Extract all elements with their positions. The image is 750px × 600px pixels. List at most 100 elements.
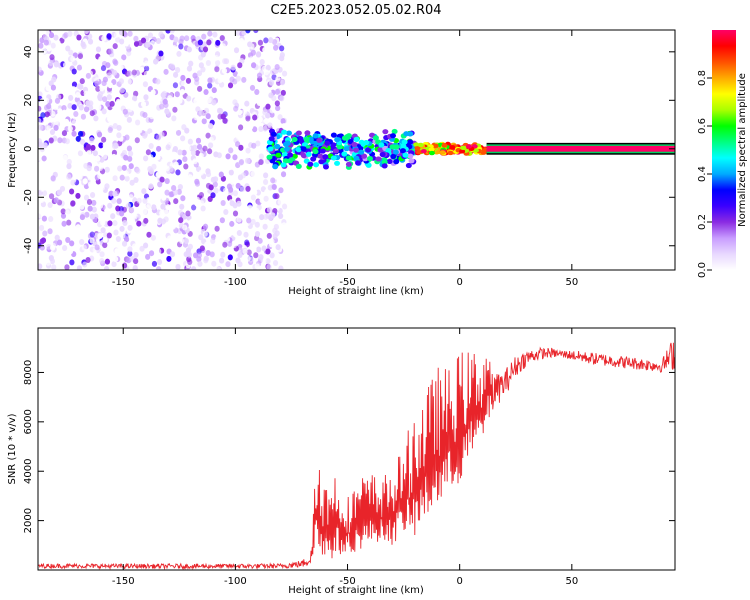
heatmap-cell <box>53 104 59 111</box>
heatmap-cell <box>102 142 108 149</box>
heatmap-cell <box>214 253 220 260</box>
heatmap-cell <box>245 185 251 192</box>
heatmap-cell <box>199 200 205 207</box>
heatmap-cell <box>201 118 207 125</box>
heatmap-cell <box>358 149 365 155</box>
heatmap-cell <box>157 181 163 188</box>
heatmap-cell <box>291 136 298 143</box>
heatmap-cell <box>186 95 192 102</box>
heatmap-cell <box>215 39 221 46</box>
heatmap-cell <box>225 228 231 235</box>
heatmap-cell <box>282 141 289 147</box>
heatmap-cell <box>101 80 107 87</box>
heatmap-cell <box>39 197 45 204</box>
heatmap-cell <box>91 199 97 206</box>
heatmap-cell <box>161 194 167 201</box>
heatmap-cell <box>163 209 169 216</box>
heatmap-cell <box>86 118 92 125</box>
heatmap-cell <box>52 163 58 170</box>
heatmap-cell <box>229 30 236 36</box>
heatmap-cell <box>90 144 96 151</box>
heatmap-cell <box>94 244 100 251</box>
heatmap-cell <box>204 241 210 248</box>
heatmap-cell <box>60 266 66 270</box>
heatmap-cell <box>70 86 77 93</box>
heatmap-cell <box>94 165 100 172</box>
heatmap-cell <box>108 48 114 55</box>
heatmap-cell <box>407 131 414 137</box>
heatmap-cell <box>59 37 65 44</box>
snr-line <box>38 342 675 570</box>
heatmap-cell <box>76 64 83 71</box>
heatmap-cell <box>186 65 193 72</box>
heatmap-cell <box>266 263 272 270</box>
heatmap-cell <box>79 78 85 85</box>
heatmap-cell <box>263 172 269 179</box>
heatmap-cell <box>131 69 137 76</box>
heatmap-cell <box>282 158 289 164</box>
heatmap-cell <box>232 210 239 217</box>
heatmap-cell <box>121 164 127 171</box>
heatmap-cell <box>253 252 259 259</box>
heatmap-cell <box>226 183 232 190</box>
heatmap-cell <box>336 144 343 150</box>
heatmap-cell <box>161 138 167 145</box>
heatmap-cell <box>64 264 70 270</box>
heatmap-cell <box>51 76 57 83</box>
heatmap-cell <box>265 212 271 219</box>
heatmap-cell <box>139 66 145 73</box>
heatmap-cell <box>81 244 87 251</box>
heatmap-cell <box>99 156 105 163</box>
heatmap-cell <box>343 146 350 152</box>
heatmap-cell <box>49 143 55 150</box>
heatmap-cell <box>257 116 263 123</box>
heatmap-cell <box>186 251 193 258</box>
heatmap-cell <box>68 94 74 101</box>
heatmap-cell <box>177 97 183 104</box>
heatmap-cell <box>111 180 118 187</box>
heatmap-cell <box>164 165 170 172</box>
heatmap-cell <box>87 38 94 45</box>
heatmap-cell <box>236 230 242 237</box>
heatmap-cell <box>169 251 176 258</box>
heatmap-cell <box>66 219 72 226</box>
heatmap-cell <box>42 33 48 40</box>
heatmap-cell <box>228 147 234 154</box>
heatmap-cell <box>211 99 217 106</box>
heatmap-cell <box>85 225 91 232</box>
heatmap-cell <box>187 138 193 145</box>
heatmap-cell <box>106 232 112 239</box>
heatmap-cell <box>361 153 368 159</box>
heatmap-cell <box>234 119 240 126</box>
heatmap-cell <box>176 50 182 57</box>
heatmap-cell <box>295 163 302 170</box>
heatmap-cell <box>472 148 479 153</box>
heatmap-cell <box>171 151 177 158</box>
heatmap-cell <box>183 238 189 245</box>
snr-x-ticks: -150 -100 -50 0 50 <box>112 328 578 587</box>
heatmap-cell <box>161 61 168 68</box>
heatmap-cell <box>116 198 122 205</box>
heatmap-cell <box>268 37 274 44</box>
heatmap-cell <box>210 192 216 199</box>
heatmap-cell <box>345 161 352 167</box>
heatmap-cell <box>252 126 258 133</box>
heatmap-cell <box>97 164 104 171</box>
heatmap-cell <box>71 81 78 88</box>
heatmap-cell <box>156 259 163 266</box>
heatmap-cell <box>149 132 155 139</box>
heatmap-cell <box>167 95 173 102</box>
heatmap-cell <box>324 140 331 146</box>
y-tick-label: -20 <box>23 189 34 205</box>
heatmap-cell <box>93 115 99 122</box>
heatmap-cell <box>39 98 45 105</box>
heatmap-cell <box>238 89 244 96</box>
heatmap-cell <box>375 156 382 162</box>
heatmap-cell <box>196 252 202 259</box>
heatmap-cell <box>192 144 198 151</box>
heatmap-cell <box>143 217 149 224</box>
heatmap-cell <box>169 34 175 41</box>
snr-y-ticks: 2000 4000 6000 8000 <box>23 360 675 533</box>
heatmap-cell <box>75 192 81 199</box>
heatmap-cell <box>49 128 56 135</box>
